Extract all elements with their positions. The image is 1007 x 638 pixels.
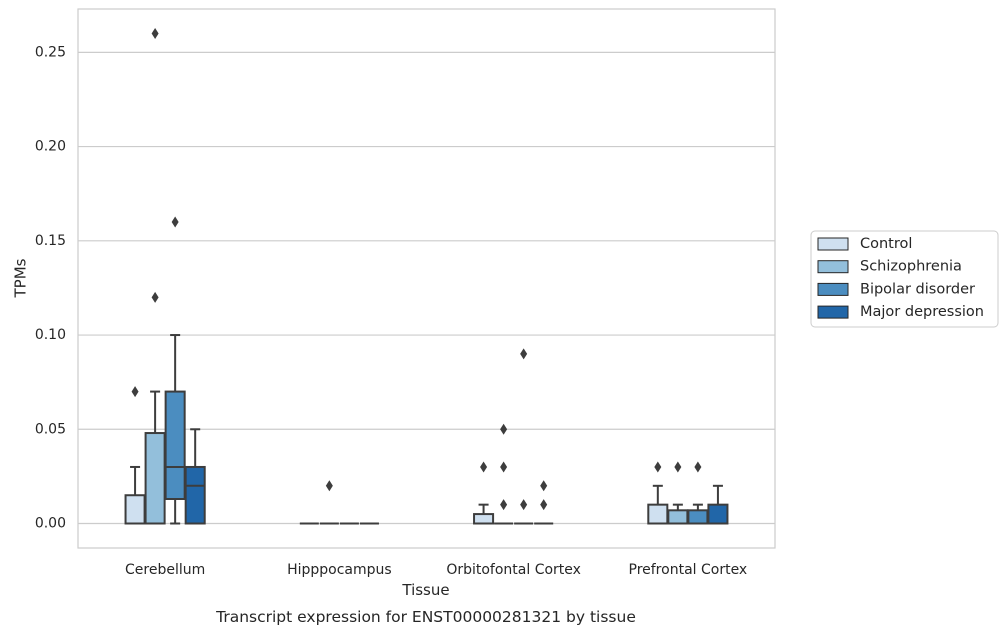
boxes xyxy=(124,28,729,525)
outlier-point xyxy=(325,480,333,492)
box-body xyxy=(164,390,186,501)
chart-caption: Transcript expression for ENST0000028132… xyxy=(215,608,636,626)
outlier-point xyxy=(540,499,548,511)
x-tick-label: Hipppocampus xyxy=(287,562,392,578)
legend-label: Schizophrenia xyxy=(860,259,962,275)
box-0 xyxy=(473,461,495,525)
outlier-point xyxy=(480,461,488,473)
box-3 xyxy=(707,484,729,525)
x-tick-label: Cerebellum xyxy=(125,562,205,578)
x-axis-label: Tissue xyxy=(401,581,449,599)
outlier-point xyxy=(500,423,508,435)
legend-label: Major depression xyxy=(860,304,984,320)
y-tick-label: 0.15 xyxy=(35,233,66,249)
x-tick-label: Orbitofontal Cortex xyxy=(446,562,581,578)
box-0 xyxy=(124,386,146,525)
x-tick-label: Prefrontal Cortex xyxy=(629,562,748,578)
box-3 xyxy=(184,428,206,525)
box-1 xyxy=(494,423,514,525)
outlier-point xyxy=(654,461,662,473)
y-tick-label: 0.25 xyxy=(35,44,66,60)
box-3 xyxy=(534,480,554,525)
outlier-point xyxy=(151,291,159,303)
x-tick-labels: Cerebellum Hipppocampus Orbitofontal Corte… xyxy=(125,562,747,578)
legend-swatch xyxy=(817,237,849,251)
outlier-point xyxy=(131,386,139,398)
box-1 xyxy=(319,480,339,525)
box-body xyxy=(707,503,729,525)
box-body xyxy=(144,432,166,525)
box-body xyxy=(687,509,709,525)
legend-label: Control xyxy=(860,236,912,252)
outlier-point xyxy=(520,348,528,360)
legend-swatch xyxy=(817,282,849,296)
y-tick-labels: 0.00 0.05 0.10 0.15 0.20 0.25 xyxy=(35,44,66,531)
outlier-point xyxy=(674,461,682,473)
plot-frame xyxy=(77,8,776,549)
box-body xyxy=(124,494,146,525)
box-2 xyxy=(164,216,186,525)
y-tick-label: 0.05 xyxy=(35,421,66,437)
box-body xyxy=(667,509,689,525)
outlier-point xyxy=(694,461,702,473)
y-tick-label: 0.10 xyxy=(35,327,66,343)
box-body xyxy=(184,465,206,525)
box-body xyxy=(473,513,495,525)
legend: Control Schizophrenia Bipolar disorder Majo… xyxy=(810,230,999,328)
outlier-point xyxy=(520,499,528,511)
box-1 xyxy=(144,28,166,525)
box-1 xyxy=(667,461,689,525)
outlier-point xyxy=(500,461,508,473)
outlier-point xyxy=(151,28,159,39)
box-2 xyxy=(514,348,534,525)
y-axis-label: TPMs xyxy=(12,258,30,298)
outlier-point xyxy=(540,480,548,492)
box-body xyxy=(647,503,669,525)
legend-frame xyxy=(810,230,999,328)
box-2 xyxy=(687,461,709,525)
y-tick-label: 0.20 xyxy=(35,139,66,155)
plot-area xyxy=(78,9,775,548)
outlier-point xyxy=(500,499,508,511)
outlier-point xyxy=(171,216,179,228)
y-tick-label: 0.00 xyxy=(35,516,66,532)
legend-swatch xyxy=(817,260,849,274)
legend-label: Bipolar disorder xyxy=(860,281,975,297)
legend-swatch xyxy=(817,305,849,319)
